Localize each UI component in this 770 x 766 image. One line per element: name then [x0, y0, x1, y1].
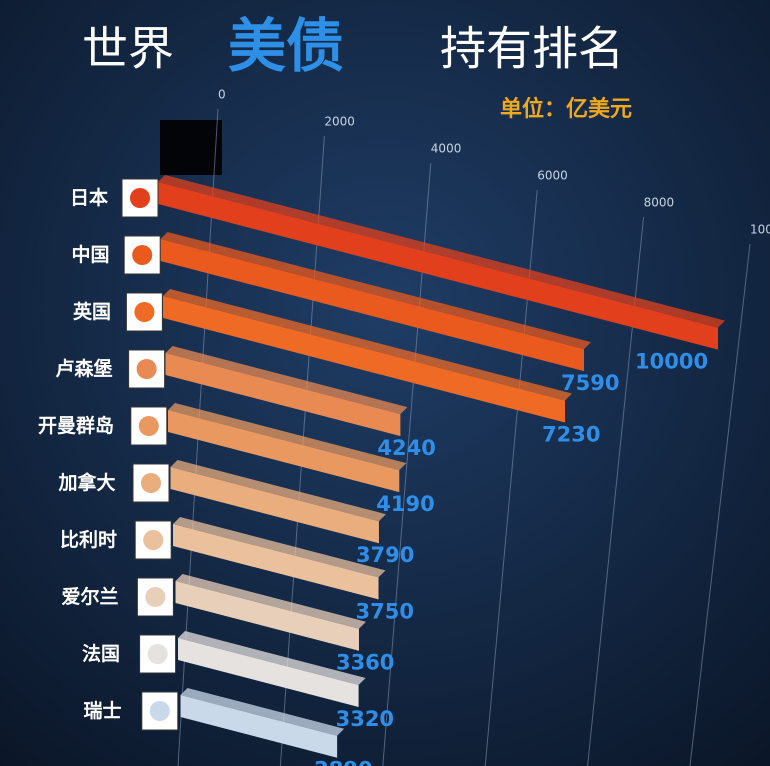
value-label: 7590: [561, 371, 619, 395]
flag-emblem: [134, 302, 155, 322]
bar-top: [180, 688, 345, 736]
category-label: 中国: [71, 243, 109, 266]
value-label: 3750: [356, 599, 414, 623]
category-label: 日本: [70, 186, 108, 209]
flag-emblem: [143, 530, 164, 550]
flag-emblem: [138, 416, 159, 436]
bar-top: [168, 403, 407, 471]
chart-title: 世界: [82, 22, 174, 76]
category-label: 开曼群岛: [38, 414, 114, 437]
category-label: 法国: [82, 642, 120, 665]
value-label: 4240: [377, 436, 435, 460]
value-label: 2890: [314, 758, 372, 766]
bar: [170, 467, 379, 544]
bar: [168, 410, 400, 493]
value-label: 3360: [336, 651, 394, 675]
bar-top: [163, 289, 572, 401]
bar: [173, 524, 379, 600]
bar-top: [165, 346, 408, 415]
category-label: 爱尔兰: [61, 585, 118, 608]
axis-wall: [160, 120, 222, 175]
chart-title-highlight: 美债: [228, 12, 344, 80]
value-label: 3790: [356, 543, 414, 567]
flag-emblem: [149, 701, 170, 721]
unit-label: 单位：亿美元: [500, 96, 632, 122]
bar: [158, 182, 718, 350]
bar-top: [170, 460, 386, 522]
bar: [178, 638, 359, 707]
flag-emblem: [141, 473, 161, 493]
flag: [132, 463, 170, 503]
category-label: 比利时: [60, 529, 117, 551]
x-tick-label: 8000: [644, 196, 675, 210]
bar-top: [175, 574, 366, 629]
value-label: 7230: [542, 423, 600, 447]
value-label: 4190: [376, 492, 434, 516]
bar-top: [178, 631, 366, 685]
bar: [160, 239, 585, 372]
bar: [165, 353, 401, 437]
category-label: 加拿大: [57, 471, 115, 494]
x-tick-label: 0: [218, 88, 226, 102]
x-tick-label: 4000: [431, 142, 462, 156]
bar: [163, 296, 565, 423]
bar: [175, 581, 359, 651]
x-tick-label: 6000: [537, 169, 568, 183]
bar-top: [158, 175, 725, 328]
flag-emblem: [145, 587, 166, 607]
category-label: 瑞士: [83, 699, 121, 722]
flag-emblem: [136, 359, 157, 379]
flag-emblem: [132, 245, 153, 265]
x-tick-label: 10000: [750, 223, 770, 237]
flag-emblem: [147, 644, 168, 664]
x-tick-label: 2000: [324, 115, 355, 129]
bar-top: [160, 232, 592, 350]
category-label: 英国: [73, 300, 111, 323]
grid-line: [689, 243, 751, 766]
chart-title: 持有排名: [440, 22, 624, 76]
value-label: 3320: [336, 707, 394, 731]
bar: [180, 695, 338, 758]
category-label: 卢森堡: [55, 357, 112, 380]
flag-emblem: [130, 188, 150, 208]
value-label: 10000: [635, 350, 708, 374]
bar-top: [173, 517, 386, 578]
